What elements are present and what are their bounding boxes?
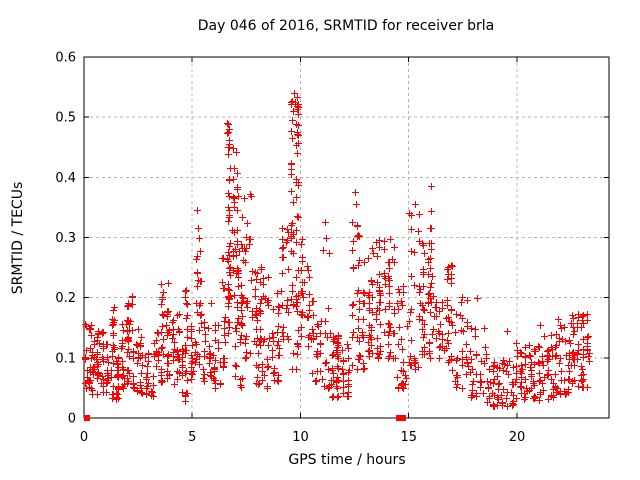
scatter-plus-markers bbox=[82, 90, 593, 410]
y-tick-label: 0.1 bbox=[55, 351, 76, 366]
tick-label-layer: 0 5 10 15 20 0 0.1 0.2 0.3 0.4 0.5 0.6 bbox=[55, 51, 525, 446]
x-tick-label: 10 bbox=[292, 430, 309, 445]
y-tick-label: 0.5 bbox=[55, 111, 76, 126]
zero-value-square-marker bbox=[400, 415, 406, 421]
x-tick-label: 5 bbox=[188, 430, 196, 445]
x-tick-label: 20 bbox=[509, 430, 526, 445]
y-tick-label: 0.2 bbox=[55, 291, 76, 306]
zero-value-square-marker bbox=[396, 415, 402, 421]
zero-value-square-marker bbox=[84, 415, 90, 421]
y-tick-label: 0.3 bbox=[55, 231, 76, 246]
y-tick-label: 0.6 bbox=[55, 51, 76, 66]
x-tick-label: 0 bbox=[80, 430, 88, 445]
chart-title: Day 046 of 2016, SRMTID for receiver brl… bbox=[198, 18, 495, 34]
grid-layer bbox=[84, 57, 609, 418]
y-tick-label: 0 bbox=[68, 412, 76, 427]
y-tick-label: 0.4 bbox=[55, 171, 76, 186]
data-points-layer bbox=[82, 90, 593, 421]
x-axis-label: GPS time / hours bbox=[288, 452, 405, 468]
y-axis-label: SRMTID / TECUs bbox=[10, 182, 26, 295]
x-tick-label: 15 bbox=[400, 430, 417, 445]
axes-layer bbox=[83, 56, 610, 419]
